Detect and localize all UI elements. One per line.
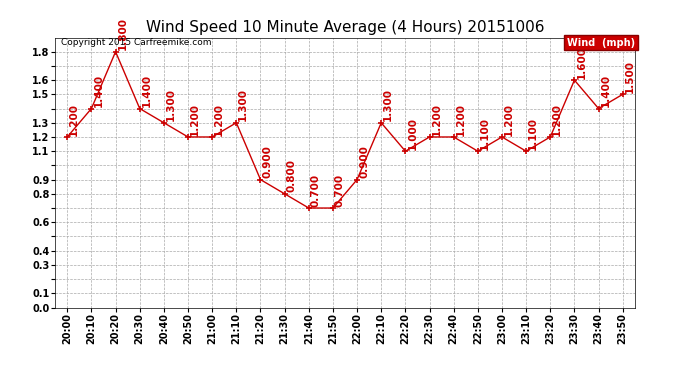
- Text: 1.100: 1.100: [480, 117, 490, 150]
- Text: 1.300: 1.300: [238, 88, 248, 122]
- Text: 1.200: 1.200: [455, 103, 466, 136]
- Text: 1.200: 1.200: [552, 103, 562, 136]
- Text: 0.900: 0.900: [262, 146, 273, 178]
- Text: 1.500: 1.500: [624, 60, 635, 93]
- Title: Wind Speed 10 Minute Average (4 Hours) 20151006: Wind Speed 10 Minute Average (4 Hours) 2…: [146, 20, 544, 35]
- Text: 1.600: 1.600: [576, 46, 586, 79]
- Text: 1.400: 1.400: [93, 74, 104, 107]
- Text: 1.400: 1.400: [141, 74, 152, 107]
- Text: 1.000: 1.000: [407, 117, 417, 150]
- Text: 0.700: 0.700: [335, 174, 345, 207]
- Text: 1.200: 1.200: [69, 103, 79, 136]
- Text: 1.300: 1.300: [166, 88, 176, 122]
- Text: 1.200: 1.200: [214, 103, 224, 136]
- Text: 1.200: 1.200: [190, 103, 200, 136]
- Text: Wind  (mph): Wind (mph): [566, 38, 635, 48]
- Text: 0.800: 0.800: [286, 159, 297, 192]
- Text: 1.400: 1.400: [600, 74, 611, 107]
- Text: 1.300: 1.300: [383, 88, 393, 122]
- Text: 1.200: 1.200: [504, 103, 514, 136]
- Text: 1.800: 1.800: [117, 17, 128, 50]
- Text: 0.900: 0.900: [359, 146, 369, 178]
- Text: 0.700: 0.700: [310, 174, 321, 207]
- Text: Copyright 2015 Carfreemike.com: Copyright 2015 Carfreemike.com: [61, 38, 212, 46]
- Text: 1.100: 1.100: [528, 117, 538, 150]
- Text: 1.200: 1.200: [431, 103, 442, 136]
